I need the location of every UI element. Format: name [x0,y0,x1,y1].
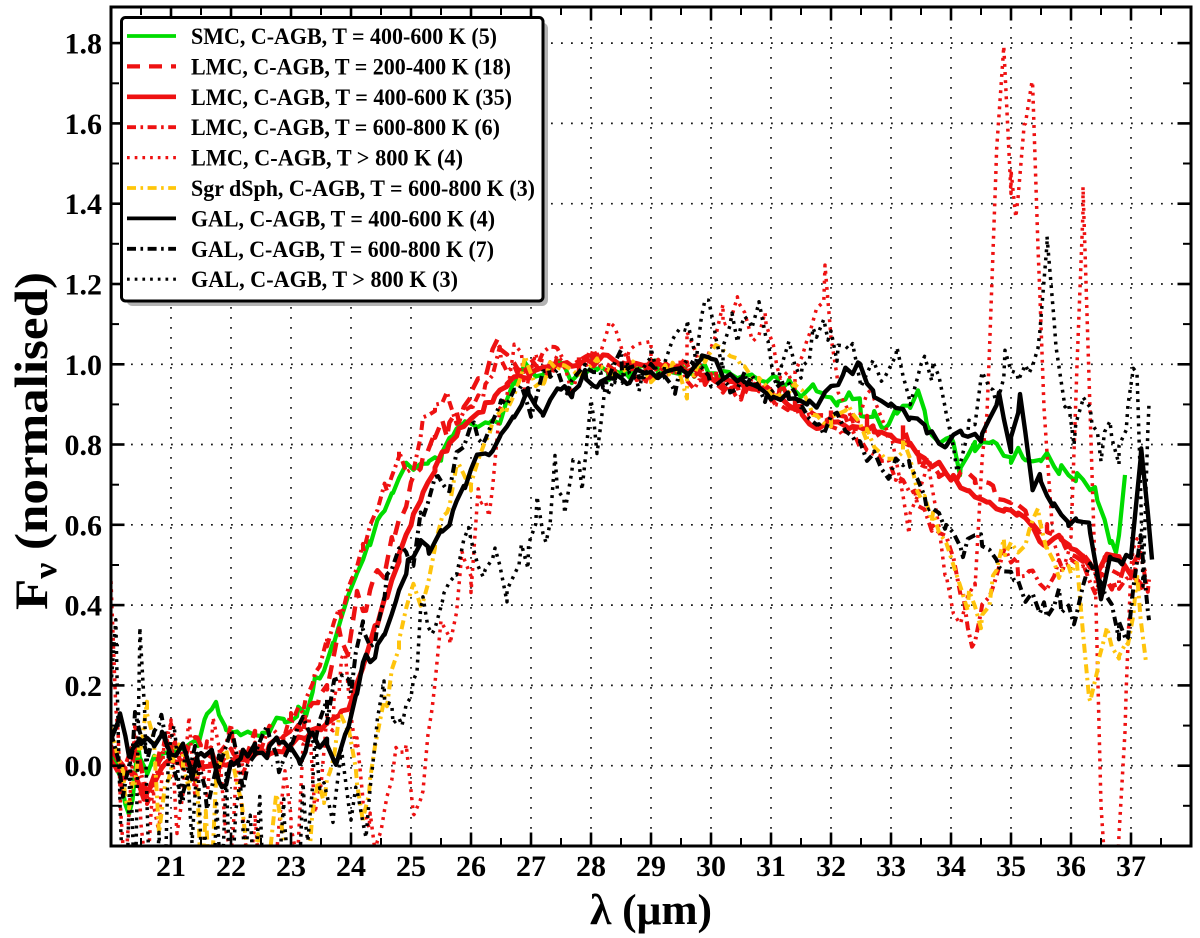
svg-text:21: 21 [156,850,186,883]
svg-text:37: 37 [1116,850,1146,883]
svg-text:34: 34 [936,850,966,883]
svg-text:31: 31 [756,850,786,883]
svg-text:SMC, C-AGB, T = 400-600 K (5): SMC, C-AGB, T = 400-600 K (5) [191,24,497,49]
svg-text:1.8: 1.8 [65,28,103,61]
svg-text:22: 22 [216,850,246,883]
svg-text:LMC, C-AGB, T = 600-800 K (6): LMC, C-AGB, T = 600-800 K (6) [191,115,500,140]
svg-text:λ (μm): λ (μm) [590,886,712,934]
svg-text:25: 25 [396,850,426,883]
svg-text:29: 29 [636,850,666,883]
svg-text:27: 27 [516,850,546,883]
svg-text:Sgr dSph, C-AGB, T = 600-800 K: Sgr dSph, C-AGB, T = 600-800 K (3) [191,176,535,201]
svg-text:GAL, C-AGB, T = 600-800 K (7): GAL, C-AGB, T = 600-800 K (7) [191,237,494,262]
svg-text:0.6: 0.6 [65,509,103,542]
svg-text:30: 30 [696,850,726,883]
svg-text:26: 26 [456,850,486,883]
svg-text:LMC, C-AGB, T = 200-400 K (18): LMC, C-AGB, T = 200-400 K (18) [191,54,511,79]
svg-text:28: 28 [576,850,606,883]
svg-text:24: 24 [336,850,366,883]
svg-text:1.0: 1.0 [65,349,103,382]
svg-text:0.2: 0.2 [65,670,103,703]
svg-text:GAL, C-AGB, T > 800 K (3): GAL, C-AGB, T > 800 K (3) [191,267,458,292]
svg-text:1.4: 1.4 [65,188,103,221]
svg-text:0.4: 0.4 [65,590,103,623]
svg-text:32: 32 [816,850,846,883]
svg-text:23: 23 [276,850,306,883]
svg-text:LMC, C-AGB, T > 800 K (4): LMC, C-AGB, T > 800 K (4) [191,146,463,171]
svg-text:0.0: 0.0 [65,750,103,783]
svg-text:36: 36 [1056,850,1086,883]
svg-text:1.6: 1.6 [65,108,103,141]
svg-text:LMC, C-AGB, T = 400-600 K (35): LMC, C-AGB, T = 400-600 K (35) [191,85,512,110]
svg-text:0.8: 0.8 [65,429,103,462]
svg-text:Fν (normalised): Fν (normalised) [6,272,64,610]
svg-text:GAL, C-AGB, T = 400-600 K (4): GAL, C-AGB, T = 400-600 K (4) [191,206,495,231]
svg-text:33: 33 [876,850,906,883]
svg-text:1.2: 1.2 [65,269,103,302]
svg-text:35: 35 [996,850,1026,883]
